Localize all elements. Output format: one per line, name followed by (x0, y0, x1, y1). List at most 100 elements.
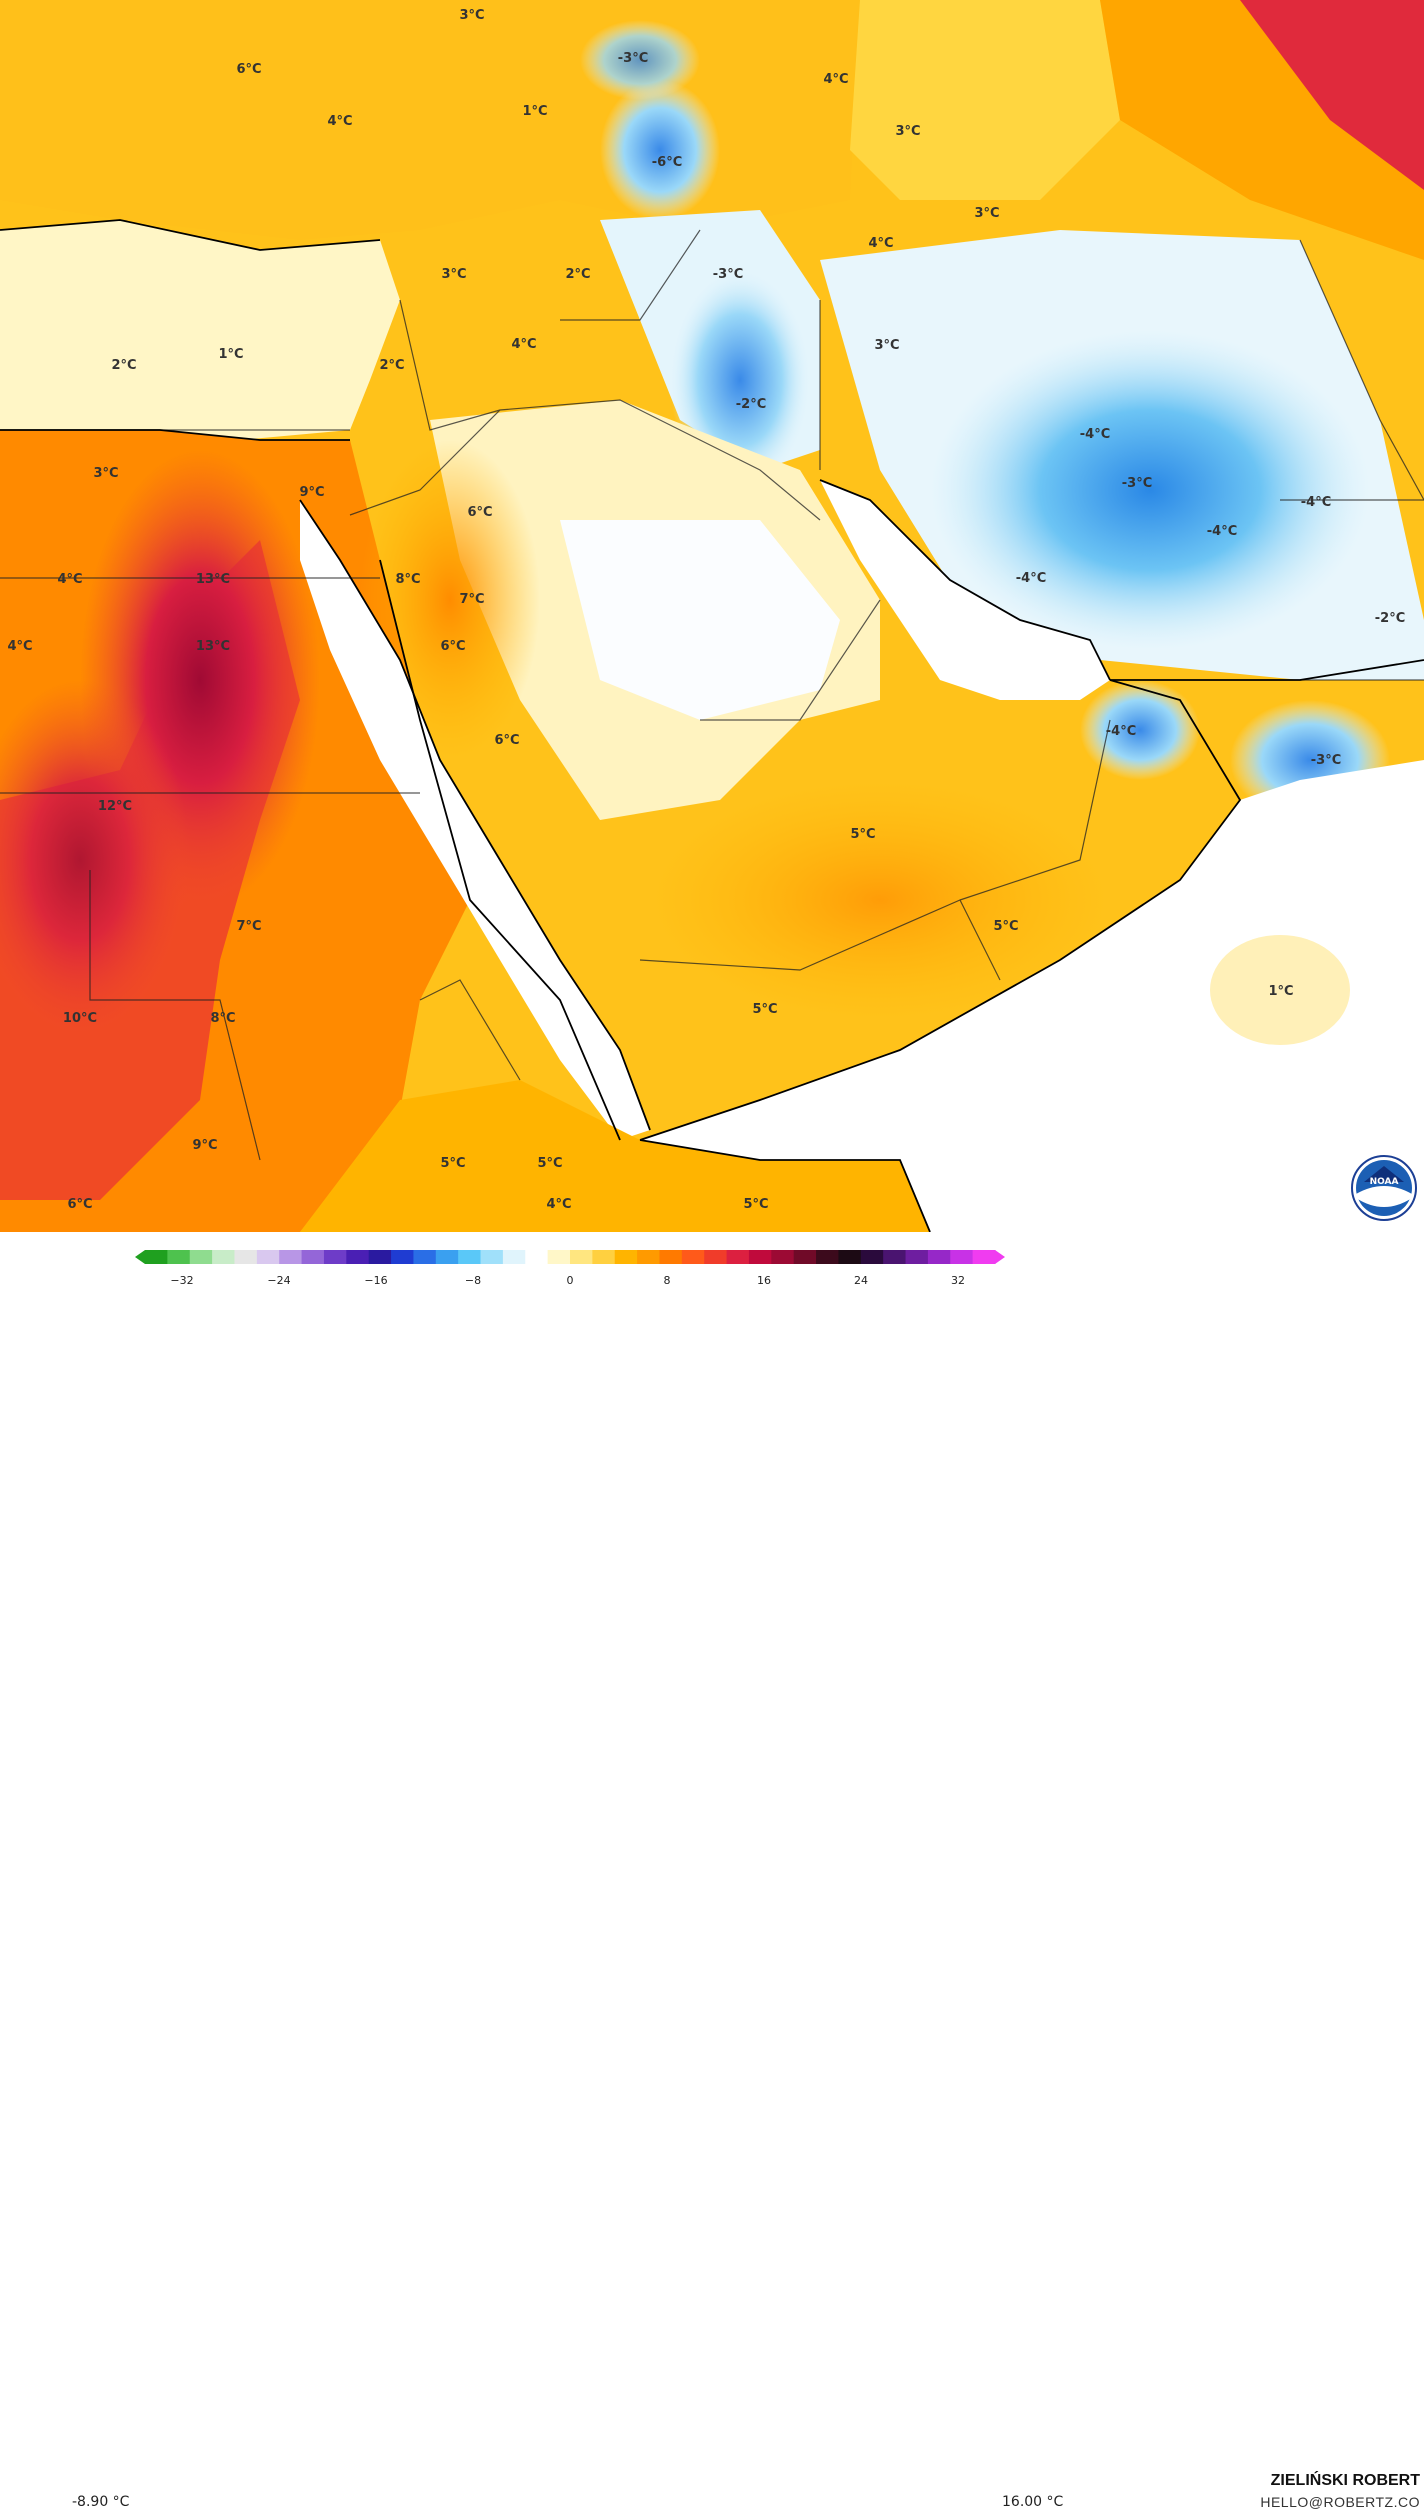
scale-segment (681, 1250, 705, 1264)
temperature-label: 6°C (440, 639, 465, 654)
temperature-label: -4°C (1080, 427, 1110, 442)
northeast-hot (1240, 0, 1424, 190)
scale-segment (458, 1250, 482, 1264)
scale-tick-label: −8 (465, 1274, 481, 1287)
scale-segment (793, 1250, 817, 1264)
temperature-label: 2°C (111, 358, 136, 373)
scale-arrow-max (995, 1250, 1005, 1264)
scale-segment (704, 1250, 728, 1264)
temperature-label: 9°C (192, 1138, 217, 1153)
scale-segment (905, 1250, 929, 1264)
scale-segment (972, 1250, 996, 1264)
temperature-labels: 3°C 6°C -3°C 4°C 1°C 4°C -6°C 3°C 3°C 4°C 3°C 2°C -3… (7, 8, 1405, 1212)
scale-segment (927, 1250, 951, 1264)
scale-arrow-min (135, 1250, 145, 1264)
scale-segment (256, 1250, 280, 1264)
scale-segment (547, 1250, 571, 1264)
scale-tick-label: 0 (567, 1274, 574, 1287)
scale-segment (167, 1250, 191, 1264)
author-name: ZIELIŃSKI ROBERT (1270, 2472, 1420, 2489)
scale-tick-label: −24 (267, 1274, 290, 1287)
temperature-label: -4°C (1207, 524, 1237, 539)
scale-segment (816, 1250, 839, 1264)
temperature-label: 3°C (895, 124, 920, 139)
temperature-label: 5°C (440, 1156, 465, 1171)
scale-segment (368, 1250, 392, 1264)
turkey-region (0, 0, 860, 240)
temperature-label: 10°C (63, 1011, 97, 1026)
scale-segment (860, 1250, 884, 1264)
mediterranean-sea (0, 220, 400, 440)
temperature-label: -3°C (1311, 753, 1341, 768)
legend-min-label: -8.90 °C (72, 2494, 130, 2510)
sea-warm-patch (1210, 935, 1350, 1045)
turkey-east-cold (600, 80, 720, 220)
legend-max-label: 16.00 °C (1002, 2494, 1064, 2510)
south-arabia-orange (650, 780, 1110, 1020)
caucasus-cold (580, 20, 700, 100)
scale-segment (189, 1250, 213, 1264)
temperature-label: 5°C (537, 1156, 562, 1171)
scale-segment (279, 1250, 303, 1264)
temperature-label: 6°C (236, 62, 261, 77)
persian-gulf (820, 480, 1110, 700)
scale-segment (659, 1250, 683, 1264)
noaa-logo-text: NOAA (1370, 1177, 1399, 1187)
temperature-label: 3°C (974, 206, 999, 221)
temperature-label: 9°C (299, 485, 324, 500)
borders (0, 229, 1424, 1161)
temperature-label: 2°C (379, 358, 404, 373)
temperature-label: 3°C (459, 8, 484, 23)
temperature-label: 4°C (511, 337, 536, 352)
scale-tick-label: 16 (757, 1274, 771, 1287)
caspian-region (850, 0, 1120, 200)
scale-segment (301, 1250, 325, 1264)
scale-segment (726, 1250, 750, 1264)
temperature-label: 8°C (395, 572, 420, 587)
temperature-label: 5°C (743, 1197, 768, 1212)
temperature-label: -2°C (1375, 611, 1405, 626)
temperature-label: -4°C (1301, 495, 1331, 510)
scale-segment (391, 1250, 414, 1264)
scale-segment (234, 1250, 258, 1264)
scale-segment (480, 1250, 504, 1264)
temperature-label: 6°C (467, 505, 492, 520)
scale-segment (346, 1250, 370, 1264)
temperature-label: 1°C (1268, 984, 1293, 999)
temperature-label: 4°C (823, 72, 848, 87)
temperature-label: 4°C (7, 639, 32, 654)
scale-segment (614, 1250, 638, 1264)
temperature-label: 7°C (236, 919, 261, 934)
temperature-label: 6°C (494, 733, 519, 748)
temperature-label: -3°C (713, 267, 743, 282)
temperature-label: 5°C (752, 1002, 777, 1017)
uae-cold (1080, 680, 1200, 780)
scale-segment (212, 1250, 235, 1264)
author-email: HELLO@ROBERTZ.CO (1260, 2494, 1420, 2510)
temperature-label: 12°C (98, 799, 132, 814)
scale-segment (502, 1250, 526, 1264)
coastlines (0, 219, 1424, 1232)
scale-segment (838, 1250, 862, 1264)
temperature-label: 1°C (218, 347, 243, 362)
temperature-label: 4°C (327, 114, 352, 129)
temperature-label: 5°C (993, 919, 1018, 934)
temperature-label: -3°C (618, 51, 648, 66)
temperature-label: 4°C (868, 236, 893, 251)
scale-segment (883, 1250, 907, 1264)
color-scale: −32 −24 −16 −8 0 8 16 24 32 (135, 1250, 1005, 1287)
temperature-label: 5°C (850, 827, 875, 842)
sudan-hotspot (0, 680, 190, 1040)
temperature-label: 4°C (546, 1197, 571, 1212)
scale-segment (771, 1250, 795, 1264)
scale-tick-label: 24 (854, 1274, 868, 1287)
scale-segment (570, 1250, 593, 1264)
scale-tick-label: 8 (664, 1274, 671, 1287)
temperature-label: 4°C (57, 572, 82, 587)
horn-africa (300, 1080, 930, 1232)
temperature-label: -4°C (1106, 724, 1136, 739)
arabia-white (560, 520, 840, 720)
scale-segment (637, 1250, 660, 1264)
temperature-label: -2°C (736, 397, 766, 412)
scale-segment (413, 1250, 437, 1264)
